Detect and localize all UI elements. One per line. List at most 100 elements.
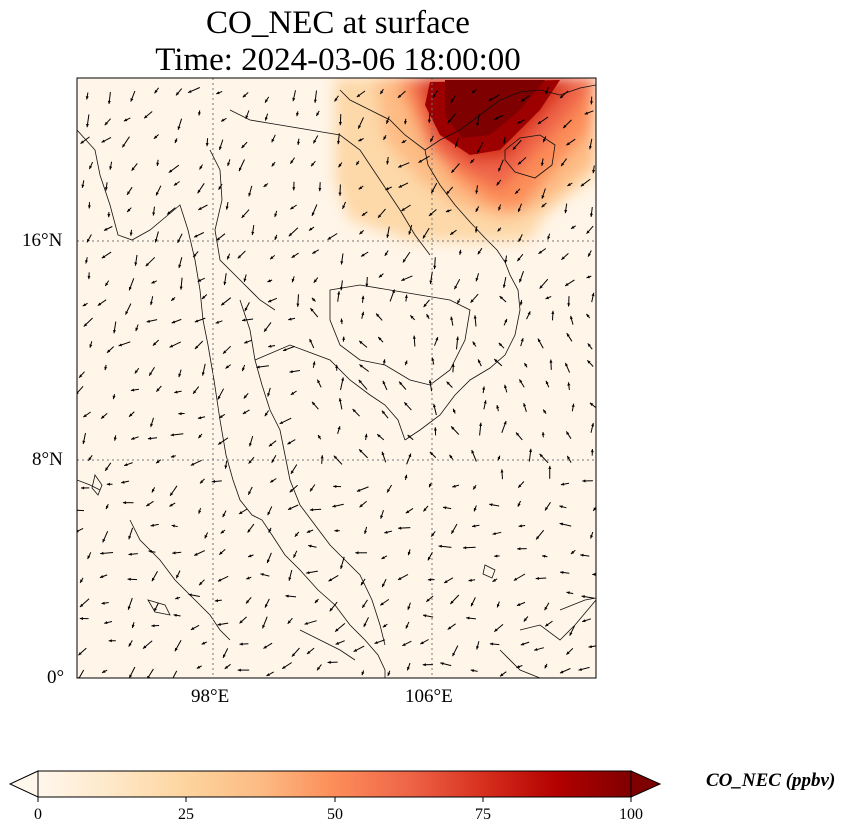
wind-arrow-head xyxy=(497,228,501,232)
wind-arrow-head xyxy=(519,379,523,383)
wind-arrow-head xyxy=(407,606,411,610)
wind-arrow-head xyxy=(483,400,487,404)
wind-arrow-head xyxy=(401,140,406,143)
wind-arrow-head xyxy=(571,403,575,407)
wind-arrow-head xyxy=(567,382,571,386)
wind-arrow-head xyxy=(174,139,178,143)
wind-arrow-head xyxy=(318,435,321,439)
wind-arrow-head xyxy=(385,187,389,190)
wind-arrow-head xyxy=(188,90,192,93)
wind-arrow-head xyxy=(267,511,271,516)
wind-arrow-head xyxy=(535,576,539,580)
wind-arrow-head xyxy=(150,301,153,306)
wind-arrow-head xyxy=(545,90,548,95)
wind-arrow-head xyxy=(246,600,250,604)
colorbar-extend-min xyxy=(8,770,39,798)
wind-arrow-head xyxy=(429,483,432,488)
wind-arrow-head xyxy=(89,344,93,348)
wind-arrow-head xyxy=(518,161,522,165)
wind-arrow-head xyxy=(378,214,382,218)
wind-arrow-head xyxy=(147,675,150,678)
wind-arrow-head xyxy=(382,624,387,628)
wind-arrow-head xyxy=(171,679,174,683)
wind-arrow-head xyxy=(443,506,447,510)
lon-tick-106e: 106°E xyxy=(405,686,453,707)
wind-arrow-head xyxy=(541,432,545,436)
colorbar-tick-0: 0 xyxy=(34,806,42,823)
wind-arrow-head xyxy=(242,410,247,414)
wind-arrow-head xyxy=(580,183,585,187)
wind-arrow-head xyxy=(450,99,454,103)
wind-arrow-head xyxy=(290,470,294,474)
wind-arrow-head xyxy=(118,343,122,347)
colorbar-label: CO_NEC (ppbv) xyxy=(706,770,836,791)
wind-arrow-head xyxy=(352,409,356,413)
wind-arrow-head xyxy=(435,337,439,341)
wind-arrow-head xyxy=(311,297,316,302)
wind-arrow-head xyxy=(130,98,134,102)
wind-arrow-head xyxy=(591,292,595,297)
wind-arrow-head xyxy=(227,162,231,166)
wind-arrow-head xyxy=(145,262,149,267)
wind-arrow-head xyxy=(476,646,479,650)
wind-arrow-head xyxy=(176,92,180,96)
wind-arrow-head xyxy=(171,524,175,528)
wind-arrow-head xyxy=(590,449,594,453)
wind-arrow-head xyxy=(156,192,159,196)
wind-arrow-head xyxy=(107,100,111,104)
wind-arrow-head xyxy=(198,207,202,210)
wind-arrow-head xyxy=(470,159,474,164)
wind-arrow-head xyxy=(378,274,383,278)
wind-arrow-head xyxy=(104,121,108,126)
wind-arrow-head xyxy=(204,534,208,539)
wind-arrow-head xyxy=(143,645,147,649)
wind-arrow-head xyxy=(78,652,82,656)
wind-arrow-head xyxy=(309,338,313,343)
wind-arrow-head xyxy=(529,448,532,453)
wind-arrow-head xyxy=(135,327,139,332)
wind-arrow-head xyxy=(538,250,542,254)
wind-arrow-head xyxy=(248,554,252,558)
wind-arrow-head xyxy=(178,412,182,416)
wind-arrow-head xyxy=(523,403,527,407)
wind-arrow-head xyxy=(404,121,407,125)
wind-arrow-head xyxy=(479,422,483,426)
wind-arrow-head xyxy=(328,578,332,582)
wind-arrow-head xyxy=(101,601,105,605)
wind-arrow-head xyxy=(432,94,436,98)
wind-arrow-head xyxy=(156,388,160,392)
wind-arrow-head xyxy=(475,277,479,282)
wind-arrow-head xyxy=(260,573,264,576)
wind-arrow-head xyxy=(122,501,127,505)
wind-arrow-head xyxy=(429,280,433,284)
wind-arrow-head xyxy=(586,230,590,234)
wind-arrow-head xyxy=(218,441,222,445)
wind-arrow-head xyxy=(131,436,135,440)
wind-arrow-head xyxy=(404,360,408,364)
wind-arrow-head xyxy=(113,437,117,441)
wind-arrow-head xyxy=(125,311,129,315)
wind-arrow-head xyxy=(374,641,378,644)
wind-arrow-head xyxy=(401,207,405,211)
wind-arrow-head xyxy=(237,255,242,259)
wind-arrow-head xyxy=(100,551,104,555)
wind-arrow-head xyxy=(544,606,548,611)
wind-arrow-head xyxy=(217,396,221,400)
wind-arrow-head xyxy=(496,604,500,608)
wind-arrow-head xyxy=(314,599,319,603)
wind-arrow-head xyxy=(292,97,296,102)
wind-arrow-head xyxy=(498,342,503,347)
wind-arrow-head xyxy=(245,115,249,119)
wind-arrow-head xyxy=(475,190,479,194)
wind-arrow-head xyxy=(471,89,476,93)
wind-arrow-head xyxy=(335,364,339,368)
wind-arrow-head xyxy=(360,581,364,586)
wind-arrow-head xyxy=(169,344,174,348)
wind-arrow-head xyxy=(338,398,342,402)
wind-arrow-head xyxy=(380,602,384,606)
wind-arrow-head xyxy=(474,229,478,233)
wind-arrow-head xyxy=(518,524,522,528)
wind-arrow-head xyxy=(263,183,267,187)
wind-arrow-head xyxy=(128,643,132,647)
wind-arrow-head xyxy=(494,554,498,558)
